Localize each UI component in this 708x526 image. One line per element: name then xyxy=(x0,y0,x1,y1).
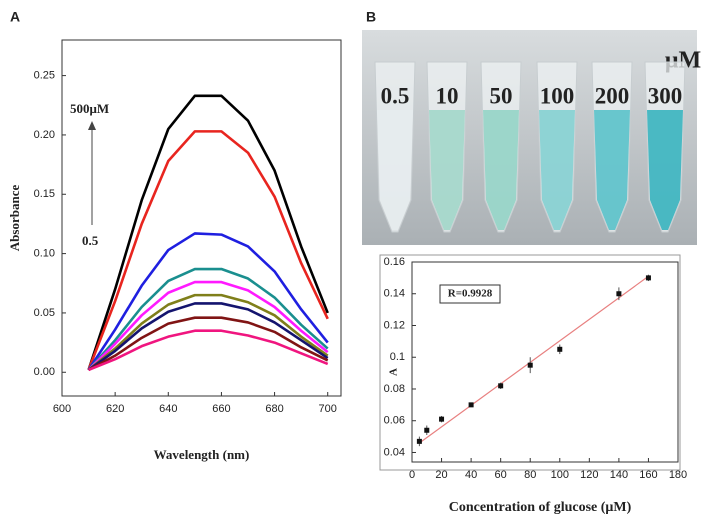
annotation-box xyxy=(439,284,501,304)
x-tick-label: 640 xyxy=(159,403,177,415)
concentration-label: 50 xyxy=(490,83,513,108)
annotation: 0.5 xyxy=(82,233,99,248)
plot-frame xyxy=(411,261,679,463)
x-tick-label: 180 xyxy=(669,469,687,481)
x-tick-label: 620 xyxy=(106,403,124,415)
tube-liquid xyxy=(377,110,413,230)
panel-label: A xyxy=(10,9,20,25)
y-axis-title: A xyxy=(388,368,400,376)
annotation: R=0.9928 xyxy=(448,288,493,300)
x-tick-label: 60 xyxy=(495,469,507,481)
concentration-label: 200 xyxy=(595,83,630,108)
spectrum-line xyxy=(87,94,329,371)
panel-frame xyxy=(379,254,681,471)
x-tick-label: 600 xyxy=(53,403,71,415)
concentration-label: 300 xyxy=(648,83,683,108)
y-tick-label: 0.00 xyxy=(34,366,55,378)
photo xyxy=(362,30,697,245)
annotation: 500μM xyxy=(70,101,109,116)
tube-liquid xyxy=(483,110,519,230)
y-tick-label: 0.16 xyxy=(384,256,405,268)
data-point xyxy=(439,416,445,422)
y-tick-label: 0.14 xyxy=(384,288,405,300)
y-tick-label: 0.15 xyxy=(34,188,55,200)
y-tick-label: 0.20 xyxy=(34,129,55,141)
x-tick-label: 160 xyxy=(639,469,657,481)
spectrum-line xyxy=(87,293,329,371)
data-point xyxy=(416,438,422,444)
x-tick-label: 660 xyxy=(212,403,230,415)
x-tick-label: 700 xyxy=(319,403,337,415)
y-tick-label: 0.10 xyxy=(34,248,55,260)
spectrum-line xyxy=(87,130,329,371)
data-point xyxy=(468,402,474,408)
x-tick-label: 20 xyxy=(435,469,447,481)
data-point xyxy=(498,383,504,389)
tube-liquid xyxy=(539,110,575,230)
y-tick-label: 0.12 xyxy=(384,319,405,331)
data-point xyxy=(527,362,533,368)
y-tick-label: 0.06 xyxy=(384,415,405,427)
concentration-label: 10 xyxy=(436,83,459,108)
tube-liquid xyxy=(647,110,683,230)
panel-label: B xyxy=(366,9,376,25)
x-tick-label: 0 xyxy=(409,469,415,481)
data-point xyxy=(645,275,651,281)
y-tick-label: 0.1 xyxy=(390,351,405,363)
y-tick-label: 0.05 xyxy=(34,307,55,319)
plot-frame xyxy=(61,39,342,397)
data-point xyxy=(616,291,622,297)
x-tick-label: 100 xyxy=(551,469,569,481)
spectrum-line xyxy=(87,302,329,371)
spectrum-line xyxy=(87,280,329,371)
y-tick-label: 0.04 xyxy=(384,446,405,458)
spectrum-line xyxy=(87,232,329,371)
x-axis-title: Concentration of glucose (μM) xyxy=(449,500,632,515)
tube-liquid xyxy=(429,110,465,230)
x-tick-label: 680 xyxy=(265,403,283,415)
y-tick-label: 0.08 xyxy=(384,383,405,395)
x-axis-title: Wavelength (nm) xyxy=(154,447,250,462)
tube-liquid xyxy=(594,110,630,230)
data-point xyxy=(424,427,430,433)
spectrum-line xyxy=(87,267,329,371)
spectrum-line xyxy=(88,329,329,372)
x-tick-label: 140 xyxy=(610,469,628,481)
arrow-head xyxy=(88,121,96,130)
x-tick-label: 80 xyxy=(524,469,536,481)
spectrum-line xyxy=(87,316,329,372)
concentration-label: 100 xyxy=(540,83,575,108)
concentration-label: 0.5 xyxy=(381,83,410,108)
data-point xyxy=(557,346,563,352)
fit-line xyxy=(419,275,649,444)
x-tick-label: 120 xyxy=(580,469,598,481)
y-axis-title: Absorbance xyxy=(7,185,22,252)
y-tick-label: 0.25 xyxy=(34,70,55,82)
x-tick-label: 40 xyxy=(465,469,477,481)
